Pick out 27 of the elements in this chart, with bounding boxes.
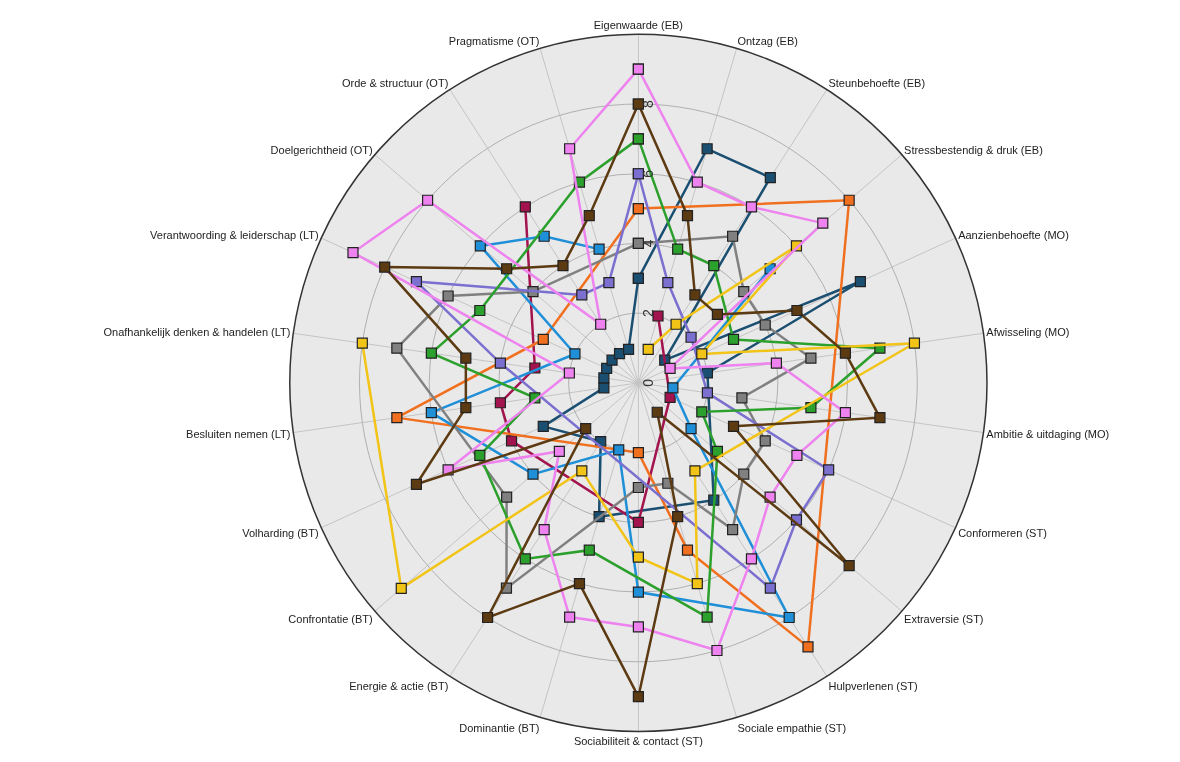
spoke-label: Eigenwaarde (EB) [593,19,684,32]
spoke-label: Orde & structuur (OT) [341,77,449,90]
spoke-label: Energie & actie (BT) [349,680,449,692]
spoke-label: Besluiten nemen (LT) [186,428,291,441]
spoke-label: Sociale empathie (ST) [737,721,847,734]
spoke-label: Afwisseling (MO) [986,326,1070,339]
spoke-label: Conformeren (ST) [958,527,1047,540]
y-tick-label: 2 [639,309,656,318]
spoke-label: Stressbestendig & druk (EB) [904,144,1043,157]
spoke-label: Hulpverlenen (ST) [828,680,918,692]
spoke-label: Aanzienbehoefte (MO) [958,229,1069,242]
spoke-label: Onafhankelijk denken & handelen (LT) [103,326,291,339]
spoke-label: Extraversie (ST) [904,613,984,626]
spoke-label: Sociabiliteit & contact (ST) [573,735,703,748]
spoke-label: Verantwoording & leiderschap (LT) [150,229,319,242]
spoke-label: Steunbehoefte (EB) [828,77,926,90]
spoke-label: Ontzag (EB) [737,34,798,47]
spoke-label: Ambitie & uitdaging (MO) [986,428,1110,441]
y-tick-label: 0 [639,378,656,387]
y-tick-label: 4 [639,239,656,248]
y-tick-label: 6 [639,169,656,178]
y-tick-label: 8 [639,99,656,108]
spoke-label: Doelgerichtheid (OT) [270,144,373,157]
spoke-label: Volharding (BT) [242,527,319,540]
spoke-label: Pragmatisme (OT) [448,34,540,47]
spoke-label: Dominantie (BT) [459,721,540,734]
spoke-label: Confrontatie (BT) [288,613,373,626]
